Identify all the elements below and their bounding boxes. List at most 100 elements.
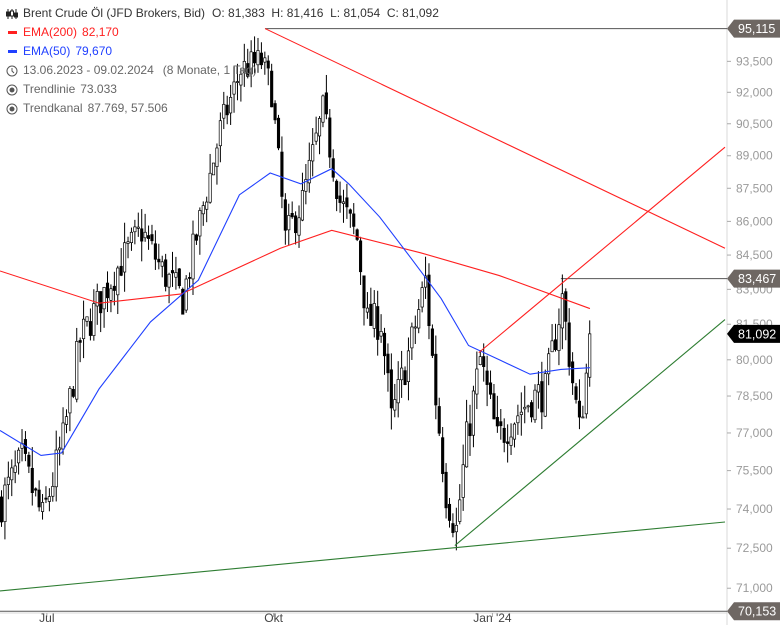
candle-body <box>37 489 41 508</box>
x-tick-label: Jul <box>39 611 54 625</box>
candle-body <box>294 215 298 234</box>
candle-body <box>307 159 311 184</box>
ema200-swatch <box>7 31 17 34</box>
x-tick-label: Jan '24 <box>473 611 512 625</box>
candle-body <box>506 441 510 444</box>
legend-trendline[interactable]: Trendlinie 73.033 <box>6 80 439 99</box>
candle-body <box>560 293 564 329</box>
candle-body <box>536 384 540 393</box>
target-icon <box>6 103 18 115</box>
candle-body <box>533 389 537 421</box>
candle-body <box>300 190 304 221</box>
price-level-badge-label: 95,115 <box>738 22 775 36</box>
candle-body <box>379 330 383 337</box>
candle-body <box>34 488 38 491</box>
candle-body <box>311 144 315 162</box>
candle-body <box>208 172 212 203</box>
candle-body <box>365 307 369 313</box>
candle-body <box>112 285 116 291</box>
candle-body <box>420 287 424 308</box>
candle-body <box>129 231 134 243</box>
ema50-swatch <box>7 50 17 53</box>
legend-ema200[interactable]: EMA(200) 82,170 <box>6 23 439 42</box>
candle-body <box>188 277 192 279</box>
candle-body <box>577 400 581 418</box>
candle-body <box>547 353 551 375</box>
candle-body <box>157 258 161 263</box>
candle-body <box>540 381 544 413</box>
candle-body <box>376 306 380 340</box>
target-icon <box>6 84 18 96</box>
candle-body <box>51 485 55 497</box>
candle-body <box>444 471 448 509</box>
candle-body <box>211 162 216 176</box>
clock-icon <box>6 65 18 77</box>
candle-body <box>75 341 79 400</box>
y-tick-label: 74,000 <box>736 502 773 516</box>
candle-body <box>160 261 164 267</box>
candle-body <box>369 303 373 326</box>
chart-legend: Brent Crude Öl (JFD Brokers, Bid) O: 81,… <box>6 4 439 118</box>
candle-body <box>519 411 523 415</box>
trendline-green <box>0 521 726 592</box>
instrument-name: Brent Crude Öl (JFD Brokers, Bid) <box>23 6 206 20</box>
candle-body <box>44 497 48 500</box>
legend-trendchannel[interactable]: Trendkanal 87.769, 57.506 <box>6 99 439 118</box>
candle-body <box>488 382 493 395</box>
candle-body <box>362 275 366 309</box>
candle-body <box>499 421 503 427</box>
candle-body <box>174 272 178 278</box>
candle-body <box>389 369 393 409</box>
candle-body <box>256 50 260 66</box>
candle-body <box>553 339 558 351</box>
trendline-label: Trendlinie <box>23 82 76 96</box>
candle-body <box>266 60 270 69</box>
candle-body <box>465 421 469 468</box>
candle-body <box>550 340 554 353</box>
candle-body <box>167 273 171 288</box>
candle-body <box>177 268 181 287</box>
y-tick-label: 92,000 <box>736 85 773 99</box>
candle-body <box>30 467 34 494</box>
trendchannel-value: 87.769, 57.506 <box>87 101 168 115</box>
candle-body <box>502 427 506 443</box>
candle-body <box>109 288 113 301</box>
candle-body <box>181 288 185 315</box>
last-price-badge-label: 81,092 <box>738 327 776 341</box>
price-level-badge-label: 70,153 <box>738 605 776 619</box>
trendline-green <box>454 319 726 546</box>
candle-body <box>232 81 236 95</box>
candle-body <box>170 270 175 274</box>
candle-body <box>417 309 421 329</box>
candle-body <box>78 340 82 343</box>
ema50-line <box>0 168 590 457</box>
candle-body <box>588 333 592 378</box>
legend-instrument: Brent Crude Öl (JFD Brokers, Bid) O: 81,… <box>6 4 439 23</box>
candle-body <box>150 234 154 242</box>
candle-body <box>314 132 318 142</box>
candle-body <box>201 205 205 215</box>
candle-body <box>564 291 568 322</box>
candle-body <box>331 158 335 178</box>
y-tick-label: 86,000 <box>736 214 773 228</box>
trendchannel-label: Trendkanal <box>23 101 83 115</box>
ema200-value: 82,170 <box>82 25 119 39</box>
candle-body <box>437 406 441 434</box>
x-tick-label: Okt <box>264 611 283 625</box>
price-level-badge: 70,153 <box>727 602 780 621</box>
candle-body <box>478 356 482 365</box>
candle-body <box>71 389 75 397</box>
y-tick-label: 80,000 <box>736 353 773 367</box>
candle-body <box>263 57 267 63</box>
candle-body <box>164 259 168 287</box>
y-tick-label: 87,500 <box>736 181 773 195</box>
candle-body <box>235 81 240 83</box>
candle-body <box>341 201 346 204</box>
candle-body <box>105 282 110 299</box>
candle-body <box>386 353 390 374</box>
candle-body <box>92 303 96 336</box>
candle-body <box>0 496 4 523</box>
candle-body <box>82 318 86 340</box>
legend-ema50[interactable]: EMA(50) 79,670 <box>6 42 439 61</box>
